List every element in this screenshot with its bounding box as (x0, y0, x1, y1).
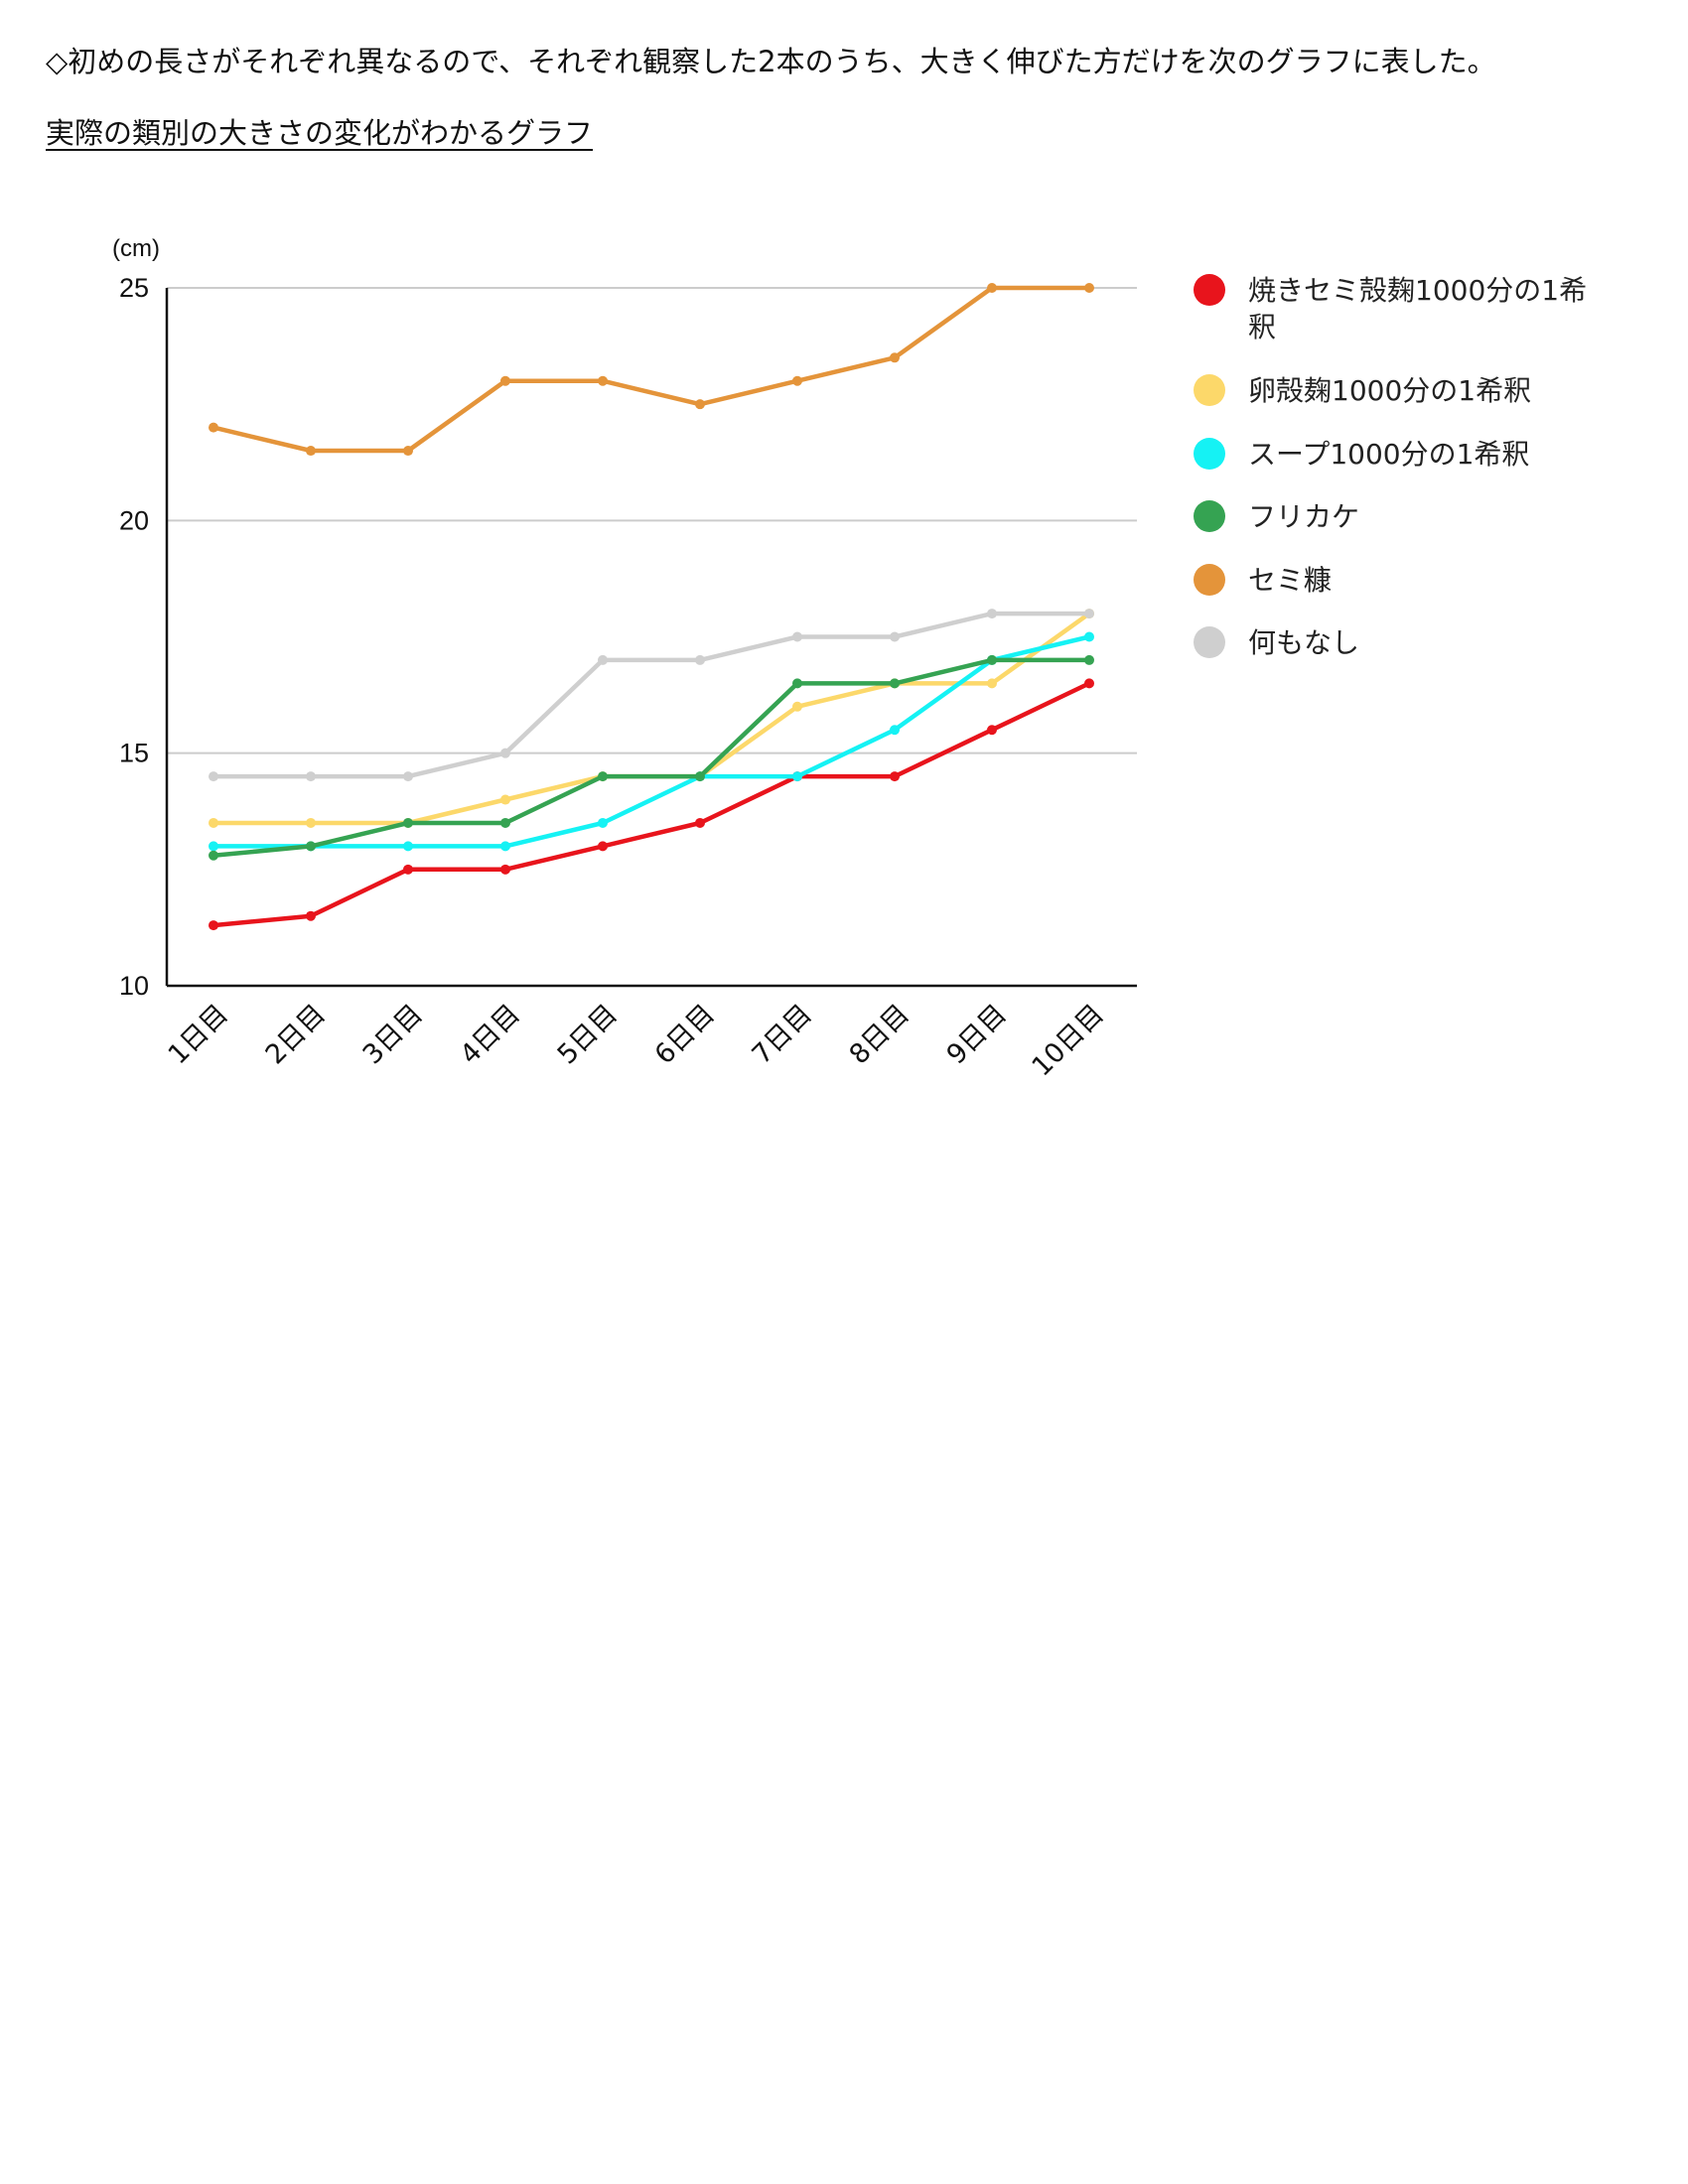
x-tick-label: 10日目 (1027, 999, 1110, 1082)
y-axis-unit-label: (cm) (112, 235, 160, 262)
x-tick-label: 7日目 (747, 999, 818, 1070)
legend-label: フリカケ (1248, 500, 1359, 533)
y-tick-label: 15 (119, 739, 149, 768)
data-point (598, 841, 608, 852)
series-line (211, 681, 1092, 928)
data-point (890, 631, 900, 642)
y-tick-label: 20 (119, 505, 149, 535)
x-tick-label: 4日目 (455, 999, 526, 1070)
data-point (695, 771, 705, 782)
data-point (209, 817, 218, 828)
legend-marker (1194, 626, 1225, 658)
data-point (209, 841, 218, 852)
data-point (792, 771, 802, 782)
x-tick-label: 9日目 (941, 999, 1013, 1070)
data-point (987, 678, 997, 689)
data-point (500, 375, 510, 386)
data-point (306, 771, 316, 782)
data-point (1084, 631, 1094, 642)
data-point (987, 725, 997, 736)
legend-label: セミ糠 (1248, 564, 1332, 597)
data-point (987, 609, 997, 619)
legend-marker (1194, 564, 1225, 596)
x-tick-label: 1日目 (163, 999, 234, 1070)
legend-label: スープ1000分の1希釈 (1248, 438, 1529, 471)
series-line (211, 611, 1092, 826)
legend-label: 何もなし (1248, 626, 1359, 659)
data-point (890, 771, 900, 782)
data-point (209, 920, 218, 931)
data-point (500, 794, 510, 805)
series-line (211, 657, 1092, 859)
data-point (792, 701, 802, 712)
x-tick-label: 3日目 (357, 999, 429, 1070)
data-point (209, 422, 218, 433)
data-point (403, 446, 413, 457)
data-point (209, 850, 218, 861)
data-point (403, 841, 413, 852)
series-line (211, 634, 1092, 849)
data-point (695, 817, 705, 828)
data-point (890, 678, 900, 689)
intro-text: ◇初めの長さがそれぞれ異なるので、それぞれ観察した2本のうち、大きく伸びた方だけ… (46, 45, 1496, 78)
data-point (403, 817, 413, 828)
data-point (306, 910, 316, 921)
data-point (306, 841, 316, 852)
data-point (1084, 678, 1094, 689)
x-tick-label: 2日目 (260, 999, 332, 1070)
data-point (598, 817, 608, 828)
legend-marker (1194, 274, 1225, 306)
data-point (598, 771, 608, 782)
data-point (792, 375, 802, 386)
data-point (890, 352, 900, 363)
data-point (1084, 283, 1094, 293)
data-point (500, 748, 510, 758)
series-line (211, 285, 1092, 454)
data-point (500, 841, 510, 852)
y-tick-label: 10 (119, 971, 149, 1001)
data-point (403, 864, 413, 875)
x-tick-label: 6日目 (649, 999, 721, 1070)
data-point (792, 631, 802, 642)
data-point (306, 446, 316, 457)
data-point (890, 725, 900, 736)
data-point (209, 771, 218, 782)
data-point (792, 678, 802, 689)
data-point (403, 771, 413, 782)
chart-heading: 実際の類別の大きさの変化がわかるグラフ (46, 116, 594, 150)
legend-label: 焼きセミ殻麹1000分の1希釈 (1248, 274, 1587, 343)
legend-marker (1194, 500, 1225, 532)
x-tick-label: 5日目 (552, 999, 624, 1070)
data-point (1084, 609, 1094, 619)
x-tick-label: 8日目 (844, 999, 915, 1070)
data-point (695, 399, 705, 410)
data-point (987, 654, 997, 665)
data-point (500, 864, 510, 875)
legend-marker (1194, 374, 1225, 406)
data-point (306, 817, 316, 828)
data-point (598, 654, 608, 665)
data-point (598, 375, 608, 386)
data-point (695, 654, 705, 665)
data-point (500, 817, 510, 828)
line-chart: 10 15 20 25 (cm) 1日目 2日目 3日目 4日目 5日目 6日目 7日目 8日目 9日目 1… (112, 235, 1587, 1082)
legend-marker (1194, 438, 1225, 470)
series-line (211, 611, 1092, 779)
legend-label: 卵殻麹1000分の1希釈 (1248, 374, 1531, 407)
data-point (1084, 654, 1094, 665)
y-tick-label: 25 (119, 273, 149, 303)
data-point (987, 283, 997, 293)
